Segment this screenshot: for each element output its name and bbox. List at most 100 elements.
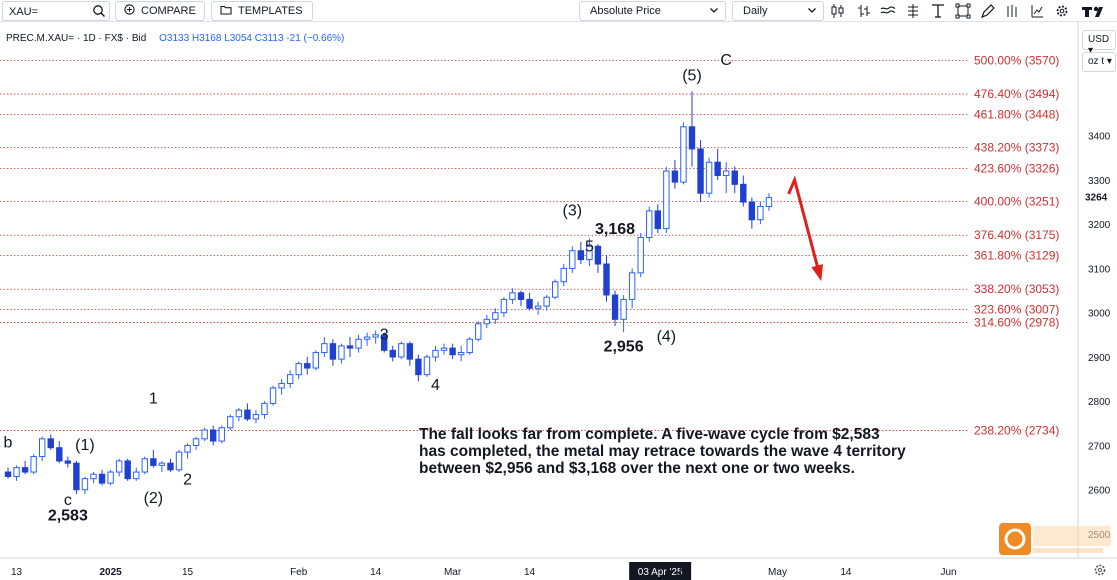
text-icon[interactable] (930, 3, 946, 19)
fib-level-label: 376.40% (3175) (974, 228, 1059, 242)
crosshair-icon[interactable] (905, 3, 921, 19)
ohlc-values: O3133 H3168 L3054 C3113 -21 (−0.66%) (159, 33, 344, 44)
price-tick-label: 3200 (1088, 220, 1111, 231)
lines-icon[interactable] (880, 3, 896, 19)
candle-body (4, 471, 12, 477)
candles (4, 91, 773, 495)
bars-icon[interactable] (856, 3, 872, 19)
drawing-icon[interactable] (980, 3, 996, 19)
candle-body (628, 272, 636, 300)
watermark-logo (997, 522, 1115, 558)
price-type-select[interactable]: Absolute Price (579, 1, 726, 21)
candle-body (244, 409, 251, 420)
fib-level-label: 238.20% (2734) (974, 423, 1059, 437)
candle-body (295, 363, 302, 376)
currency-value: USD (1088, 34, 1110, 45)
candle-body (115, 460, 123, 473)
candle-body (124, 460, 131, 480)
price-tick-label: 3300 (1088, 176, 1111, 187)
symbol-search-input[interactable] (3, 3, 89, 21)
chart-type-icon[interactable] (1029, 3, 1045, 19)
wave-label: 3,168 (595, 221, 635, 238)
candle-body (252, 413, 260, 420)
candle-body (620, 298, 627, 320)
compare-plus-icon (124, 4, 135, 18)
wave-label: (4) (657, 328, 677, 345)
price-tick-label: 3400 (1088, 132, 1111, 143)
fib-level-label: 323.60% (3007) (974, 303, 1059, 317)
unit-value: oz t (1088, 56, 1105, 67)
time-tick-label: May (768, 567, 787, 578)
compare-button[interactable]: COMPARE (115, 1, 205, 21)
candle-body (372, 334, 379, 338)
fib-level-label: 476.40% (3494) (974, 87, 1059, 101)
price-tick-label: 2900 (1088, 353, 1111, 364)
candle-body (227, 416, 234, 429)
candle-body (141, 458, 149, 473)
price-type-value: Absolute Price (590, 5, 661, 17)
candle-body (406, 343, 414, 360)
candle-body (286, 374, 294, 385)
gear-icon[interactable] (1054, 3, 1070, 19)
fib-level-label: 314.60% (2978) (974, 315, 1059, 329)
candle-body (398, 343, 405, 358)
candle-body (39, 438, 46, 458)
price-chart[interactable]: 500.00% (3570) 476.40% (3494) 461.80% (344… (0, 22, 1117, 580)
candle-body (560, 267, 567, 283)
time-tick-label: 13 (11, 567, 23, 578)
templates-button[interactable]: TEMPLATES (211, 1, 313, 21)
chevron-down-icon (807, 5, 817, 18)
candle-body (64, 460, 72, 464)
candle-body (534, 305, 542, 309)
candle-body (705, 161, 713, 194)
search-icon[interactable] (92, 4, 106, 23)
wave-label: c (64, 492, 72, 509)
candle-body (90, 473, 97, 480)
candle-body (475, 323, 482, 340)
candle-body (723, 170, 730, 176)
tradingview-logo-icon (1080, 3, 1116, 19)
layers-icon[interactable] (1004, 3, 1020, 19)
unit-select[interactable]: oz t ▾ (1082, 52, 1116, 72)
analysis-annotation: The fall looks far from complete. A five… (419, 426, 906, 477)
cursor-date-tag (629, 562, 692, 580)
wave-label: 5 (585, 239, 594, 256)
fib-level-label: 361.80% (3129) (974, 249, 1059, 263)
last-price-label: 3264 (1085, 193, 1108, 204)
currency-select[interactable]: USD ▾ (1082, 30, 1116, 56)
candle-body (389, 349, 396, 358)
candle-body (175, 451, 183, 471)
price-axis[interactable]: 2500260027002800290030003100320033003400… (1077, 22, 1112, 558)
price-tick-label: 2600 (1088, 486, 1111, 497)
price-tick-label: 2800 (1088, 397, 1111, 408)
interval-select[interactable]: Daily (732, 1, 824, 21)
axis-settings-gear-icon[interactable] (1093, 563, 1107, 580)
wave-label: 2,956 (604, 339, 644, 356)
chevron-down-icon (709, 5, 719, 18)
fib-level-label: 461.80% (3448) (974, 107, 1059, 121)
candle-body (269, 387, 277, 404)
symbol-search[interactable] (2, 1, 110, 21)
series-interval: 1D (82, 33, 96, 44)
cursor-date-label: 03 Apr '25 (638, 567, 683, 578)
wave-label: 2,583 (48, 508, 88, 525)
candle-body (21, 467, 29, 473)
candle-body (321, 343, 328, 354)
wave-label: C (720, 52, 732, 69)
candle-body (107, 471, 114, 484)
fib-level-label: 400.00% (3251) (974, 195, 1059, 209)
candle-body (261, 402, 268, 415)
wave-label: (1) (75, 437, 95, 454)
price-tick-label: 2700 (1088, 441, 1111, 452)
time-tick-label: 14 (524, 567, 536, 578)
price-tick-label: 3100 (1088, 264, 1111, 275)
compare-label: COMPARE (141, 5, 196, 17)
projection-arrow-line (787, 175, 822, 278)
candle-body (184, 444, 191, 453)
candles-icon[interactable] (830, 3, 846, 19)
candle-body (577, 250, 585, 261)
candle-body (594, 245, 602, 265)
fullscreen-icon[interactable] (955, 3, 971, 19)
time-tick-label: Feb (290, 567, 308, 578)
